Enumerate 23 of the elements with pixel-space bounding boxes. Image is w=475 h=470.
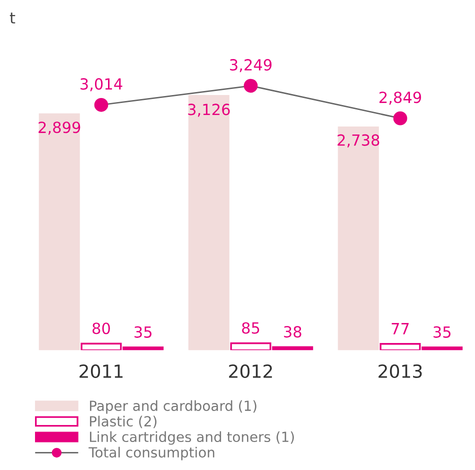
data-label: 3,126 xyxy=(188,104,230,117)
data-label: 77 xyxy=(392,323,409,334)
text: t xyxy=(10,12,16,24)
x-tick-label: 2012 xyxy=(229,364,272,378)
bar xyxy=(338,126,379,350)
legend-label: Paper and cardboard (1) xyxy=(90,400,256,414)
data-label: 2,849 xyxy=(379,92,422,105)
x-tick-label: 2013 xyxy=(378,364,422,378)
bar xyxy=(38,113,80,350)
legend-label: Total consumption xyxy=(88,446,214,460)
data-label: 80 xyxy=(92,322,110,334)
data-label: 35 xyxy=(134,326,152,338)
bar xyxy=(188,94,230,350)
data-label: 35 xyxy=(434,326,450,338)
data-label: 2,738 xyxy=(338,134,380,148)
data-label: 85 xyxy=(242,322,260,334)
legend-label: Plastic (2) xyxy=(90,416,156,428)
legend-label: Link cartridges and toners (1) xyxy=(90,431,294,445)
data-label: 3,249 xyxy=(230,59,272,72)
x-tick-label: 2011 xyxy=(80,364,123,378)
data-label: 2,899 xyxy=(38,122,80,135)
data-label: 38 xyxy=(284,326,302,338)
data-label: 3,014 xyxy=(80,78,122,92)
